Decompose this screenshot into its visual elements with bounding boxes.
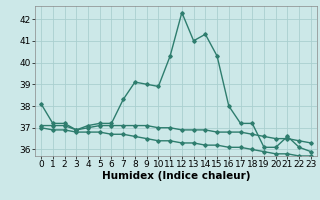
X-axis label: Humidex (Indice chaleur): Humidex (Indice chaleur) xyxy=(102,171,250,181)
